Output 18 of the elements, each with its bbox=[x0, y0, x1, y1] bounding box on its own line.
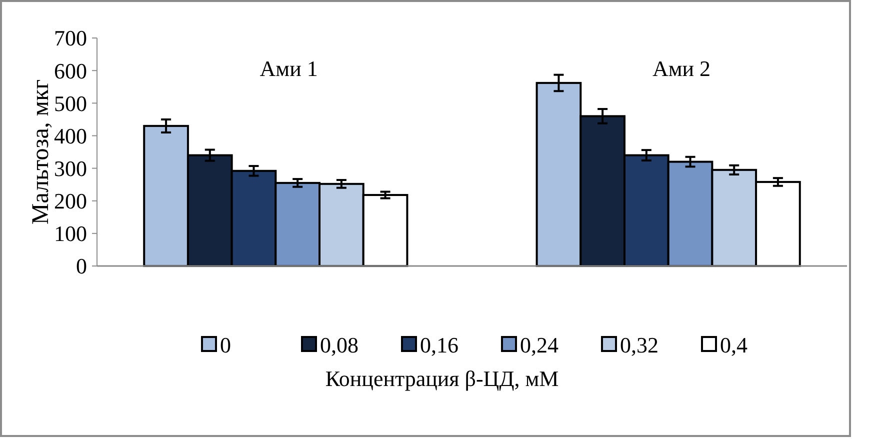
y-tick-label: 500 bbox=[54, 90, 87, 116]
legend-label: 0,08 bbox=[320, 332, 358, 358]
y-tick-label: 100 bbox=[54, 221, 87, 246]
legend-label: 0 bbox=[220, 332, 231, 358]
y-tick-label: 600 bbox=[54, 58, 87, 84]
legend-label: 0,32 bbox=[620, 332, 658, 358]
y-axis-title: Мальтоза, мкг bbox=[28, 79, 54, 225]
y-tick-label: 200 bbox=[54, 188, 87, 214]
y-tick-label: 0 bbox=[76, 254, 87, 279]
legend-label: 0,24 bbox=[520, 332, 558, 358]
y-tick-label: 700 bbox=[54, 26, 87, 51]
x-tick-label: Ами 2 bbox=[652, 56, 711, 81]
y-tick-label: 400 bbox=[54, 123, 87, 148]
x-axis-title: Концентрация β-ЦД, мМ bbox=[325, 366, 559, 391]
x-tick-label: Ами 1 bbox=[260, 56, 318, 81]
y-tick-label: 300 bbox=[54, 156, 87, 181]
legend-label: 0,4 bbox=[720, 332, 748, 358]
legend-label: 0,16 bbox=[420, 332, 458, 358]
